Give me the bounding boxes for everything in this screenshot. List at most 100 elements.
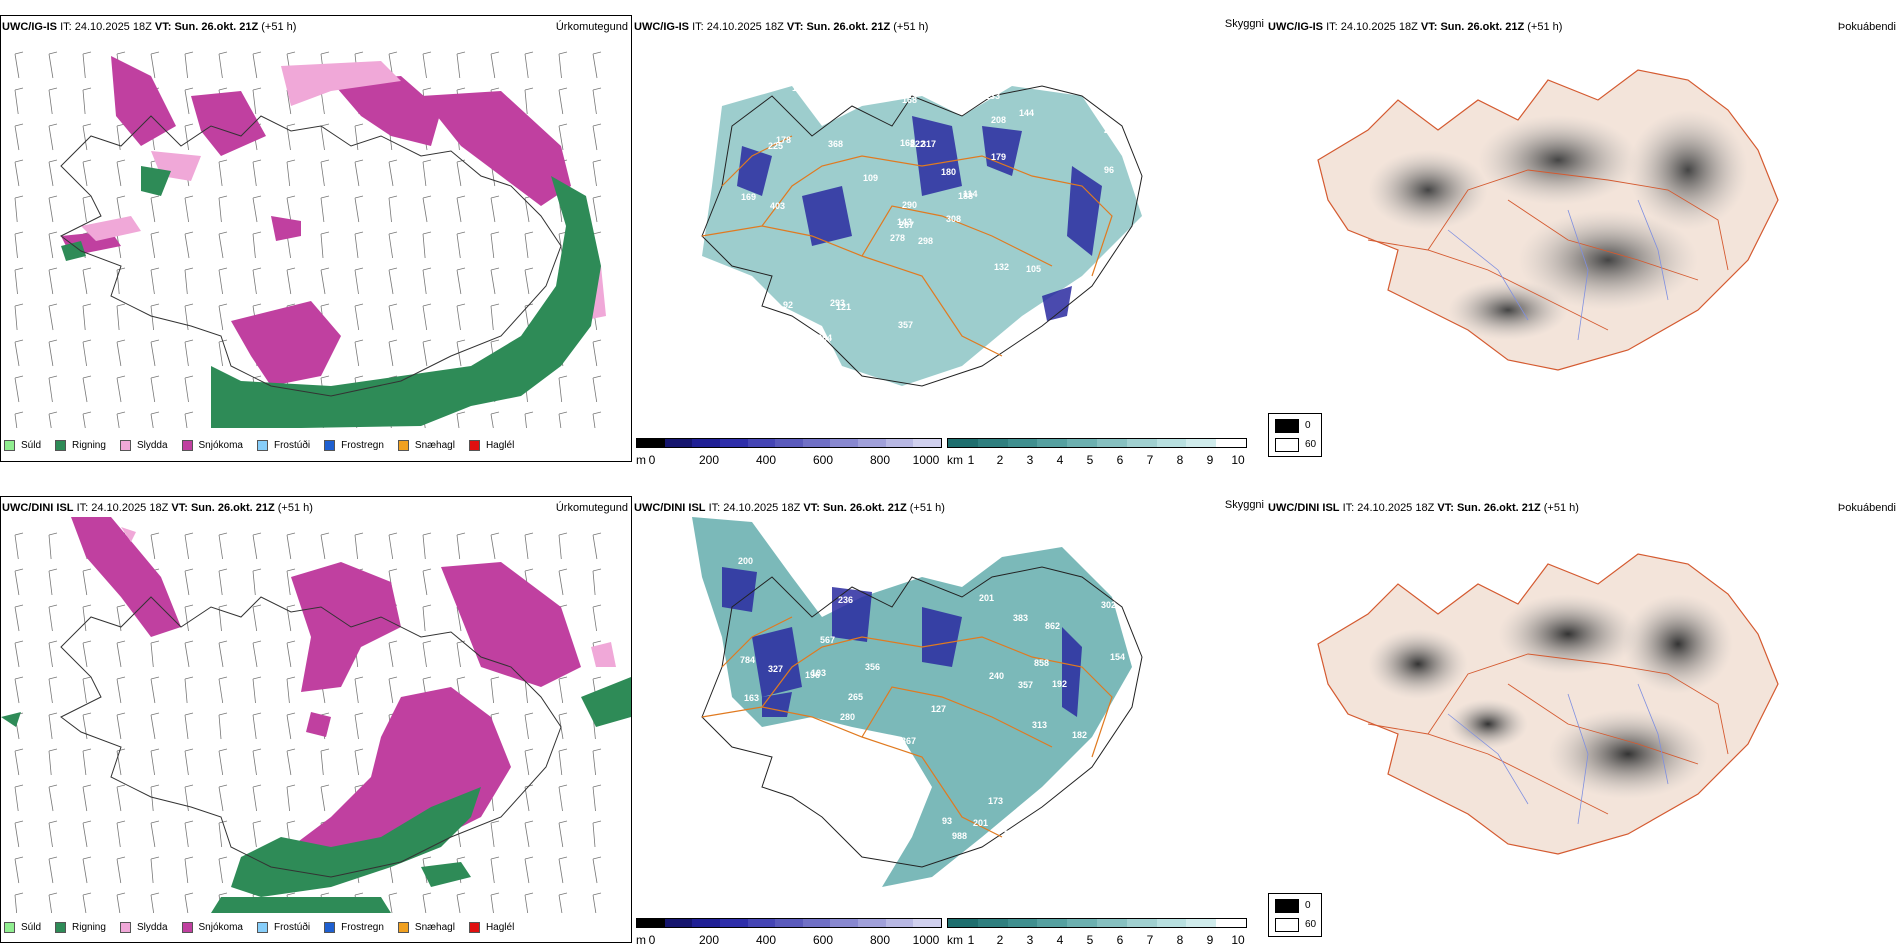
wind-barb (592, 820, 602, 848)
wind-barb (184, 303, 194, 331)
altitude-label: 258 (1098, 359, 1113, 369)
wind-barb (456, 532, 466, 560)
altitude-label: 240 (989, 671, 1004, 681)
visibility-area (692, 517, 1132, 887)
altitude-label: 133 (985, 91, 1000, 101)
wind-barb (150, 640, 160, 668)
wind-barb (116, 159, 126, 187)
legend-label: Frostregn (341, 440, 384, 451)
altitude-labels: 298 225 267 335 188 121 133 317 208 308 198 258 403 2… (741, 83, 1119, 374)
wind-barb (82, 892, 92, 913)
wind-barb (252, 568, 262, 596)
wind-barb (150, 231, 160, 259)
legend-label: Snæhagl (414, 922, 455, 933)
wind-barb (82, 784, 92, 812)
visibility-tick: 2 (996, 453, 1004, 467)
altitude-label: 356 (865, 662, 880, 672)
wind-barb (354, 748, 364, 776)
lead-time: (+51 h) (1543, 502, 1579, 514)
panel-title: Úrkomutegund (555, 21, 628, 33)
wind-barb (14, 195, 24, 223)
valid-time: Sun. 26.okt. 21Z (190, 502, 275, 514)
it-label: IT: (692, 21, 704, 33)
wind-barb (524, 892, 534, 913)
wind-barb (456, 231, 466, 259)
wind-barb (558, 784, 568, 812)
altitude-label: 567 (820, 635, 835, 645)
lead-time: (+51 h) (909, 502, 945, 514)
wind-barb (354, 231, 364, 259)
wind-barb (48, 267, 58, 295)
wind-barb (252, 87, 262, 115)
legend-label: Rigning (72, 922, 106, 933)
wind-barb (592, 784, 602, 812)
wind-barb (48, 303, 58, 331)
wind-barb (456, 51, 466, 79)
altitude-label: 293 (830, 298, 845, 308)
wind-barb (184, 51, 194, 79)
visibility-tick: 6 (1116, 453, 1124, 467)
height-unit: m (636, 453, 646, 467)
wind-barb (524, 748, 534, 776)
iceland-outline (701, 566, 1143, 868)
wind-barb (252, 640, 262, 668)
altitude-label: 189 (937, 562, 952, 572)
rain-area (61, 166, 601, 428)
panel-header: UWC/IG-IS IT: 24.10.2025 18Z VT: Sun. 26… (2, 21, 296, 34)
legend-item: Haglél (468, 440, 514, 451)
visibility-tick: 8 (1176, 933, 1184, 947)
wind-barb (592, 87, 602, 115)
wind-barb (320, 532, 330, 560)
wind-barb (116, 784, 126, 812)
wind-barb (184, 267, 194, 295)
wind-barb (490, 231, 500, 259)
altitude-label: 169 (741, 192, 756, 202)
wind-barb (524, 231, 534, 259)
legend-item: Frostúði (256, 922, 310, 933)
altitude-label: 313 (1032, 720, 1047, 730)
vt-label: VT: (1420, 21, 1438, 33)
wind-barb (558, 87, 568, 115)
visibility-ramp (947, 438, 1247, 448)
it-label: IT: (76, 502, 89, 514)
wind-barb (592, 748, 602, 776)
visibility-tick: 1 (967, 453, 975, 467)
altitude-label: 280 (840, 712, 855, 722)
altitude-label: 240 (824, 764, 839, 774)
altitude-labels: 367 196 282 313 755 236 213 280 343 357 192 189 200 1… (738, 551, 1125, 853)
wind-barb (422, 339, 432, 367)
visibility-tick: 8 (1176, 453, 1184, 467)
fog-key-light (1275, 438, 1299, 452)
legend-item: Snjókoma (181, 922, 243, 933)
fog-key-light-label: 60 (1305, 919, 1317, 930)
wind-barb (524, 712, 534, 740)
height-tick: 600 (812, 933, 834, 947)
wind-barb (286, 640, 296, 668)
wind-barb (82, 676, 92, 704)
precip-panel-top: UWC/IG-IS IT: 24.10.2025 18Z VT: Sun. 26… (0, 0, 632, 462)
precip-panel-bottom: UWC/DINI ISL IT: 24.10.2025 18Z VT: Sun.… (0, 488, 632, 950)
panel-header: UWC/IG-IS IT: 24.10.2025 18Z VT: Sun. 26… (634, 21, 928, 34)
wind-barb (150, 892, 160, 913)
wind-barb (422, 303, 432, 331)
lead-time: (+51 h) (277, 502, 313, 514)
altitude-label: 143 (897, 217, 912, 227)
wind-barb (48, 195, 58, 223)
wind-barb (592, 892, 602, 913)
wind-barb (116, 640, 126, 668)
lead-time: (+51 h) (261, 21, 297, 33)
wind-barb (388, 339, 398, 367)
wind-barb (82, 568, 92, 596)
wind-barb (422, 640, 432, 668)
cloud-panel-top: UWC/IG-IS IT: 24.10.2025 18Z VT: Sun. 26… (632, 0, 1322, 467)
wind-barb (320, 784, 330, 812)
altitude-label: 755 (1069, 843, 1084, 853)
wind-barb (524, 532, 534, 560)
wind-barb (218, 339, 228, 367)
wind-barb (354, 195, 364, 223)
wind-barb (184, 892, 194, 913)
road-network (701, 135, 1113, 357)
init-time: 24.10.2025 18Z (723, 502, 801, 514)
height-tick: 200 (698, 453, 720, 467)
wind-barb (592, 51, 602, 79)
